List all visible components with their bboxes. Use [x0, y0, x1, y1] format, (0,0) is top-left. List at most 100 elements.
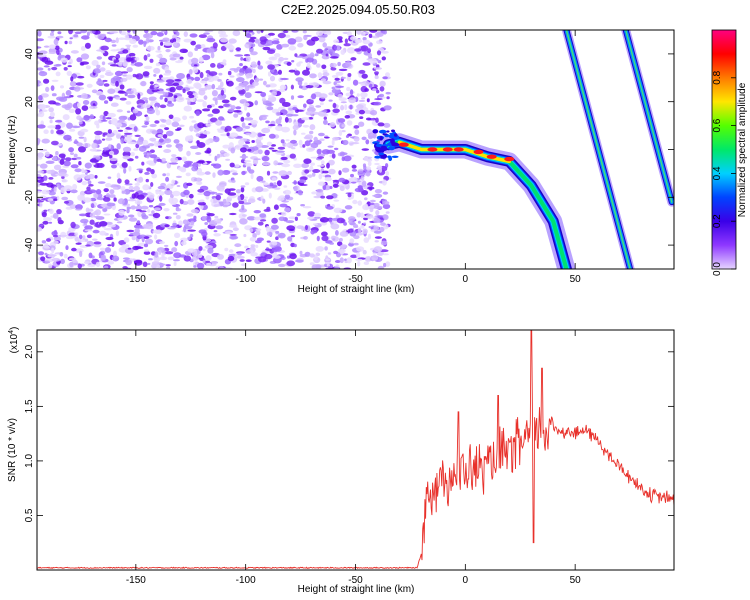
noise-blob	[368, 83, 373, 88]
noise-blob	[288, 45, 297, 51]
noise-blob	[101, 138, 106, 141]
noise-blob	[335, 71, 344, 76]
noise-blob	[382, 76, 388, 80]
noise-blob	[284, 194, 291, 200]
snr-ylabel: SNR (10 * v/v)	[7, 418, 18, 482]
noise-blob	[362, 228, 368, 235]
noise-blob	[153, 256, 161, 262]
x-tick-label: -150	[126, 274, 146, 285]
noise-blob	[187, 51, 193, 58]
noise-blob	[102, 133, 106, 137]
noise-blob	[111, 161, 117, 164]
noise-blob	[166, 172, 171, 177]
noise-blob	[196, 181, 203, 186]
noise-blob	[299, 250, 303, 255]
noise-blob	[63, 160, 71, 167]
noise-blob	[128, 52, 136, 57]
noise-blob	[258, 78, 264, 81]
noise-blob	[313, 195, 322, 199]
noise-blob	[109, 157, 118, 162]
noise-blob	[74, 168, 82, 173]
noise-blob	[348, 97, 357, 104]
noise-blob	[231, 179, 236, 183]
noise-blob	[104, 100, 109, 104]
noise-blob	[196, 99, 205, 102]
noise-blob	[380, 240, 388, 246]
noise-blob	[316, 63, 321, 68]
noise-blob	[322, 72, 330, 77]
noise-blob	[122, 155, 131, 160]
noise-blob	[54, 120, 63, 123]
noise-blob	[41, 211, 47, 218]
noise-blob	[287, 170, 292, 176]
noise-blob	[244, 182, 250, 186]
noise-blob	[118, 57, 128, 62]
noise-blob	[58, 172, 67, 177]
noise-blob	[153, 207, 161, 211]
noise-blob	[131, 235, 136, 241]
noise-blob	[306, 62, 311, 69]
noise-blob	[148, 205, 154, 208]
noise-blob	[159, 241, 165, 245]
noise-blob	[107, 129, 112, 134]
noise-blob	[54, 45, 60, 51]
noise-blob	[265, 225, 271, 233]
noise-blob	[78, 161, 82, 166]
noise-blob	[138, 145, 147, 152]
noise-blob	[177, 166, 187, 172]
noise-blob	[368, 58, 377, 64]
noise-blob	[373, 225, 380, 232]
noise-blob	[144, 249, 150, 252]
noise-blob	[343, 155, 352, 162]
noise-blob	[259, 114, 269, 117]
noise-blob	[175, 215, 181, 220]
noise-blob	[99, 247, 106, 251]
noise-blob	[226, 80, 234, 87]
colorbar-tick-label: 0.0	[712, 262, 723, 276]
noise-blob	[189, 125, 194, 132]
noise-blob	[47, 125, 56, 129]
noise-blob	[103, 83, 110, 87]
noise-blob	[122, 257, 130, 260]
noise-blob	[296, 213, 301, 217]
noise-blob	[116, 221, 123, 224]
noise-blob	[125, 259, 132, 266]
noise-blob	[141, 125, 148, 128]
noise-blob	[318, 36, 326, 43]
noise-blob	[169, 162, 179, 165]
noise-blob	[302, 144, 306, 148]
noise-blob	[163, 73, 171, 76]
noise-blob	[225, 158, 231, 161]
noise-blob	[82, 235, 86, 240]
noise-blob	[93, 68, 102, 74]
noise-blob	[124, 92, 128, 97]
noise-blob	[338, 170, 342, 176]
noise-blob	[37, 190, 42, 194]
noise-blob	[43, 45, 50, 48]
noise-blob	[149, 81, 154, 85]
noise-blob	[341, 167, 350, 173]
noise-blob	[350, 57, 357, 61]
noise-blob	[338, 38, 343, 42]
noise-blob	[51, 257, 61, 262]
noise-blob	[356, 212, 362, 218]
noise-blob	[382, 30, 387, 35]
noise-blob	[172, 30, 179, 33]
noise-blob	[224, 188, 231, 194]
noise-blob	[260, 92, 267, 97]
noise-blob	[132, 108, 139, 114]
noise-blob	[203, 77, 209, 82]
noise-blob	[164, 69, 172, 74]
noise-blob	[367, 52, 372, 59]
noise-blob	[250, 119, 258, 125]
noise-blob	[172, 82, 180, 87]
noise-blob	[132, 231, 140, 237]
trace-peak	[504, 156, 515, 162]
noise-blob	[95, 189, 102, 195]
noise-blob	[266, 170, 271, 176]
noise-blob	[171, 121, 180, 128]
noise-blob	[196, 177, 201, 182]
noise-blob	[278, 216, 286, 222]
noise-blob	[238, 208, 248, 213]
noise-blob	[244, 68, 253, 75]
